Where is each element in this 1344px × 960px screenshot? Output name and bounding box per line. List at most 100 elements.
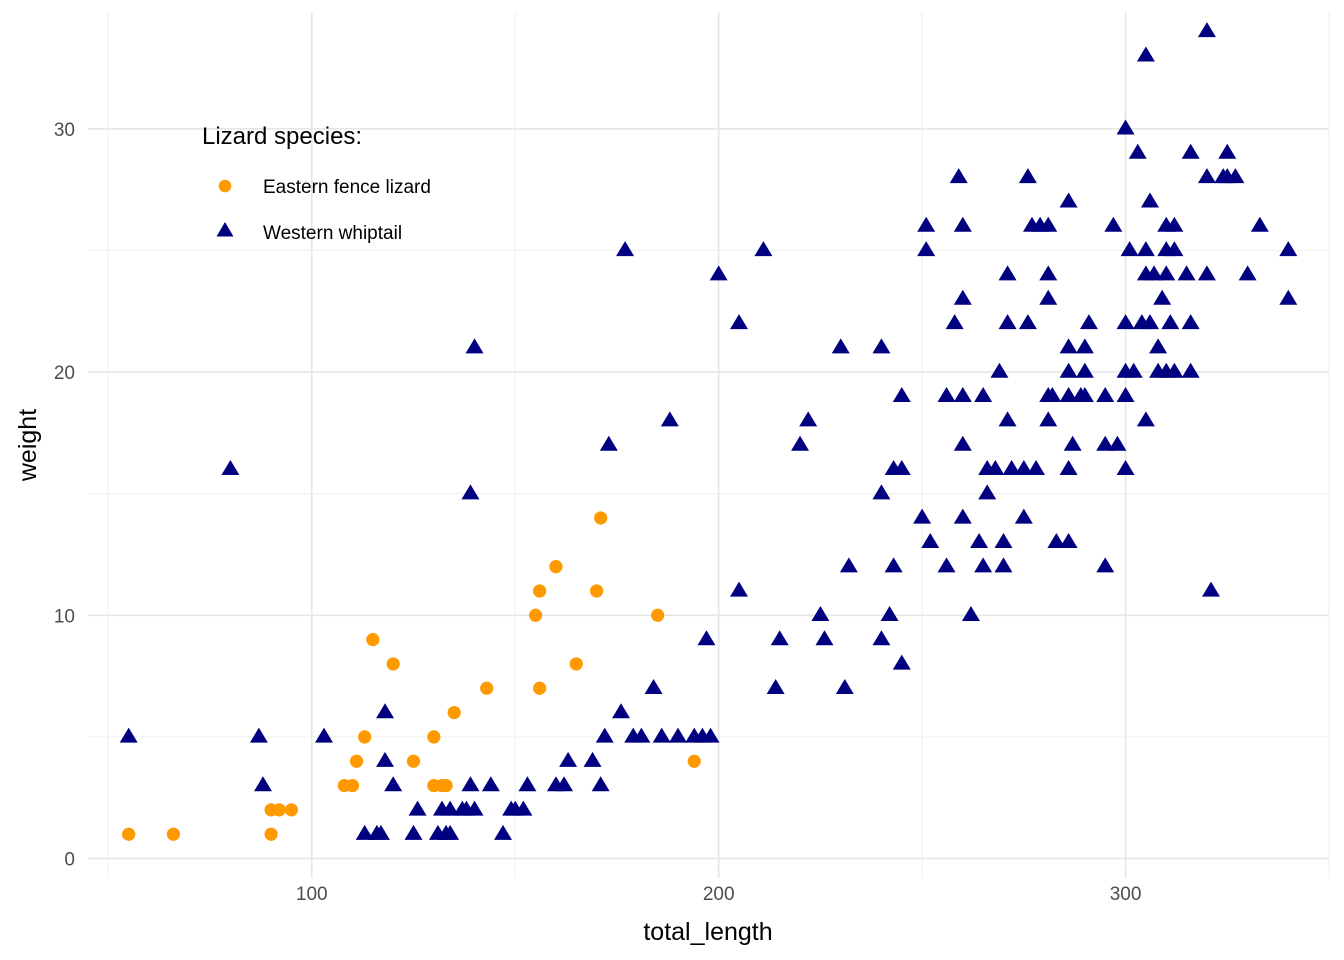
- y-axis-title: weight: [14, 409, 42, 482]
- data-point-triangle: [1059, 362, 1078, 378]
- data-point-triangle: [1075, 362, 1094, 378]
- x-tick-label: 200: [703, 884, 735, 905]
- data-point-triangle: [835, 678, 854, 694]
- data-point-triangle: [730, 581, 749, 597]
- data-point-triangle: [1120, 241, 1139, 257]
- data-point-circle: [528, 608, 543, 622]
- data-point-triangle: [376, 751, 395, 767]
- data-point-triangle: [371, 824, 390, 840]
- data-point-triangle: [766, 678, 785, 694]
- data-point-triangle: [481, 776, 500, 792]
- data-point-triangle: [1063, 435, 1082, 451]
- data-point-circle: [122, 827, 136, 841]
- data-point-triangle: [1043, 387, 1062, 403]
- data-point-triangle: [974, 557, 993, 573]
- data-point-triangle: [884, 557, 903, 573]
- data-point-triangle: [1226, 168, 1245, 184]
- data-point-triangle: [1002, 460, 1021, 476]
- data-point-triangle: [978, 484, 997, 500]
- data-point-triangle: [644, 678, 663, 694]
- data-point-triangle: [1047, 533, 1066, 549]
- data-point-triangle: [1014, 508, 1033, 524]
- data-point-triangle: [249, 727, 268, 743]
- data-point-triangle: [518, 776, 537, 792]
- data-point-triangle: [872, 630, 891, 646]
- data-point-triangle: [599, 435, 618, 451]
- data-point-circle: [366, 633, 380, 647]
- data-point-circle: [687, 754, 701, 768]
- data-point-triangle: [461, 484, 480, 500]
- data-point-triangle: [990, 362, 1009, 378]
- data-point-triangle: [949, 168, 968, 184]
- data-point-triangle: [953, 387, 972, 403]
- data-point-triangle: [559, 751, 578, 767]
- data-point-triangle: [1140, 314, 1159, 330]
- data-point-circle: [345, 778, 360, 793]
- data-point-triangle: [632, 727, 651, 743]
- data-point-circle: [549, 560, 563, 574]
- data-point-triangle: [1136, 241, 1155, 257]
- data-point-triangle: [1116, 387, 1135, 403]
- data-point-triangle: [872, 338, 891, 354]
- data-point-triangle: [811, 605, 830, 621]
- data-point-triangle: [1165, 241, 1184, 257]
- data-point-triangle: [1116, 314, 1135, 330]
- data-point-triangle: [441, 800, 460, 816]
- data-point-triangle: [799, 411, 818, 427]
- data-point-triangle: [1238, 265, 1257, 281]
- data-point-circle: [264, 827, 278, 841]
- data-point-triangle: [701, 727, 720, 743]
- data-point-triangle: [591, 776, 610, 792]
- x-tick-label: 100: [296, 884, 328, 905]
- axis-tick-labels: 100 200 300 0 10 20 30: [54, 120, 1142, 905]
- y-tick-label: 20: [54, 363, 75, 384]
- data-point-circle: [439, 778, 453, 793]
- data-point-triangle: [616, 241, 635, 257]
- data-point-triangle: [441, 824, 460, 840]
- series-western-whiptail: [119, 22, 1298, 840]
- data-point-triangle: [1096, 387, 1115, 403]
- data-point-triangle: [953, 435, 972, 451]
- data-points: [119, 22, 1298, 841]
- data-point-triangle: [831, 338, 850, 354]
- data-point-circle: [284, 803, 299, 817]
- data-point-triangle: [961, 605, 980, 621]
- data-point-triangle: [709, 265, 728, 281]
- data-point-circle: [166, 827, 181, 841]
- data-point-triangle: [998, 265, 1017, 281]
- data-point-triangle: [1250, 216, 1269, 232]
- data-point-triangle: [465, 338, 484, 354]
- data-point-circle: [651, 608, 665, 622]
- data-point-triangle: [1145, 265, 1164, 281]
- data-point-triangle: [1136, 411, 1155, 427]
- y-tick-label: 0: [64, 850, 75, 871]
- y-tick-label: 10: [54, 606, 75, 627]
- data-point-triangle: [1075, 338, 1094, 354]
- data-point-triangle: [1014, 460, 1033, 476]
- data-point-triangle: [1165, 362, 1184, 378]
- data-point-triangle: [555, 776, 574, 792]
- data-point-triangle: [1039, 216, 1058, 232]
- data-point-circle: [533, 681, 547, 695]
- data-point-triangle: [1124, 362, 1143, 378]
- data-point-triangle: [937, 387, 956, 403]
- data-point-triangle: [221, 460, 240, 476]
- data-point-triangle: [1197, 168, 1216, 184]
- data-point-triangle: [404, 824, 423, 840]
- data-point-triangle: [408, 800, 427, 816]
- y-tick-label: 30: [54, 120, 75, 141]
- data-point-triangle: [953, 216, 972, 232]
- data-point-triangle: [1140, 192, 1159, 208]
- data-point-triangle: [970, 533, 989, 549]
- data-point-triangle: [660, 411, 679, 427]
- data-point-triangle: [953, 289, 972, 305]
- data-point-circle: [272, 803, 286, 817]
- data-point-triangle: [994, 533, 1013, 549]
- legend-title: Lizard species:: [202, 123, 362, 150]
- data-point-triangle: [892, 387, 911, 403]
- data-point-triangle: [913, 508, 932, 524]
- data-point-triangle: [1079, 314, 1098, 330]
- legend-item-eastern: Eastern fence lizard: [218, 177, 431, 198]
- data-point-triangle: [1181, 314, 1200, 330]
- data-point-triangle: [1165, 216, 1184, 232]
